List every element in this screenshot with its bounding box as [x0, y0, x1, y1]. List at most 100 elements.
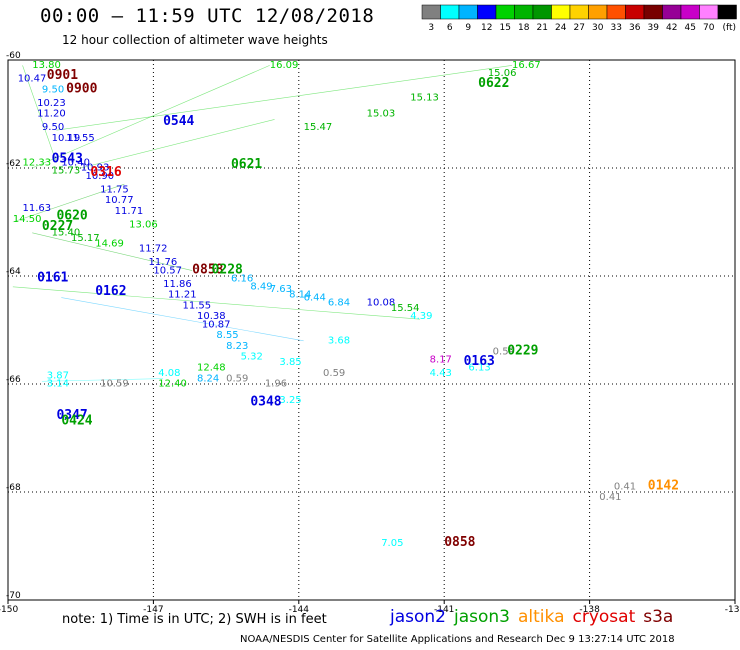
scale-label: 18 [518, 23, 530, 33]
scale-swatch [532, 4, 552, 20]
swh-label: 11.75 [100, 184, 129, 195]
swh-label: 15.06 [488, 68, 517, 79]
scale-label: 33 [611, 23, 622, 33]
swh-label: 11.21 [168, 290, 197, 301]
swh-label: 8.49 [250, 282, 272, 293]
swh-label: 5.32 [241, 352, 263, 363]
swh-label: 14.69 [95, 238, 124, 249]
satellite-jason2: jason2 [390, 607, 446, 627]
time-label: 0622 [478, 76, 509, 91]
swh-label: 4.39 [410, 311, 432, 322]
swh-label: 12.48 [197, 363, 226, 374]
scale-label: (ft) [722, 23, 736, 33]
swh-label: 8.24 [197, 373, 219, 384]
time-label: 0163 [464, 354, 495, 369]
swh-label: 9.50 [42, 122, 64, 133]
swh-label: 10.87 [202, 319, 231, 330]
track-line [22, 65, 57, 163]
swh-label: 14.50 [13, 214, 42, 225]
swh-label: 10.23 [37, 98, 66, 109]
scale-label: 24 [555, 23, 567, 33]
scale-label: 30 [592, 23, 604, 33]
scale-swatch [440, 4, 460, 20]
y-tick-label: -64 [6, 267, 21, 277]
scale-swatch [625, 4, 645, 20]
swh-label: 3.85 [279, 357, 301, 368]
x-tick-label: -141 [434, 605, 454, 615]
time-label: 0901 [47, 68, 78, 83]
time-label: 0229 [507, 343, 538, 358]
scale-label: 12 [481, 23, 492, 33]
time-label: 0620 [56, 208, 87, 223]
track-line [80, 119, 275, 169]
scale-swatch [606, 4, 626, 20]
swh-label: 1.96 [265, 379, 287, 390]
scale-label: 36 [629, 23, 641, 33]
swh-label: 11.63 [23, 203, 52, 214]
track-line [12, 286, 420, 320]
chart-title: 00:00 – 11:59 UTC 12/08/2018 [40, 5, 375, 27]
swh-label: 10.59 [100, 379, 129, 390]
scale-swatch [699, 4, 719, 20]
credit-line: NOAA/NESDIS Center for Satellite Applica… [240, 634, 675, 645]
swh-label: 0.59 [226, 373, 248, 384]
swh-label: 15.17 [71, 233, 100, 244]
time-label: 0347 [56, 408, 87, 423]
time-label: 0161 [37, 270, 68, 285]
swh-label: 10.77 [105, 195, 134, 206]
scale-label: 70 [703, 23, 715, 33]
scale-label: 6 [447, 23, 453, 33]
scale-label: 3 [428, 23, 434, 33]
time-label: 0228 [212, 262, 243, 277]
swh-label: 13.80 [32, 60, 61, 71]
swh-label: 0.59 [323, 368, 345, 379]
swh-label: 10.90 [86, 171, 115, 182]
time-label: 0142 [648, 478, 679, 493]
scale-swatch [588, 4, 608, 20]
swh-label: 8.55 [216, 330, 238, 341]
time-label: 0858 [444, 535, 475, 550]
swh-label: 10.19 [52, 133, 81, 144]
x-tick-label: -147 [143, 605, 163, 615]
swh-label: 10.93 [81, 163, 110, 174]
swh-label: 3.14 [47, 379, 69, 390]
swh-label: 15.73 [52, 165, 81, 176]
time-label: 0162 [95, 284, 126, 299]
scale-label: 15 [500, 23, 511, 33]
data-labels: 13.8010.479.5010.2311.209.5010.1911.5510… [13, 60, 679, 550]
x-tick-label: -135 [725, 605, 740, 615]
scale-swatch [514, 4, 534, 20]
scale-swatch [458, 4, 478, 20]
time-label: 0900 [66, 81, 97, 96]
y-tick-label: -60 [6, 51, 21, 61]
scale-label: 42 [666, 23, 677, 33]
swh-label: 11.20 [37, 109, 66, 120]
swh-label: 6.84 [328, 298, 350, 309]
swh-label: 7.63 [270, 284, 292, 295]
y-tick-label: -70 [6, 591, 21, 601]
satellite-cryosat: cryosat [572, 607, 636, 627]
satellite-legend: jason2 jason3 altika cryosat s3a [390, 607, 681, 627]
satellite-altika: altika [518, 607, 565, 627]
x-tick-label: -144 [289, 605, 310, 615]
swh-label: 16.67 [512, 60, 541, 71]
swh-label: 11.71 [115, 206, 144, 217]
scale-swatch [717, 4, 737, 20]
swh-label: 10.47 [18, 74, 47, 85]
swh-label: 0.59 [493, 346, 515, 357]
y-tick-label: -62 [6, 159, 21, 169]
time-label: 0543 [52, 152, 83, 167]
chart-axes: -150 -147 -144 -141 -138 -135 -60 -62 -64 -66 -68 -… [0, 51, 740, 615]
track-lines [12, 65, 513, 382]
time-label: 0858 [192, 262, 223, 277]
swh-label: 15.47 [304, 122, 333, 133]
scale-swatch [680, 4, 700, 20]
plot-frame [7, 59, 736, 601]
swh-label: 10.38 [197, 311, 226, 322]
scale-swatch [643, 4, 663, 20]
scale-swatch [569, 4, 589, 20]
swh-label: 6.44 [304, 292, 326, 303]
swh-label: 6.16 [231, 273, 253, 284]
swh-label: 8.23 [226, 341, 248, 352]
swh-label: 8.17 [430, 354, 452, 365]
